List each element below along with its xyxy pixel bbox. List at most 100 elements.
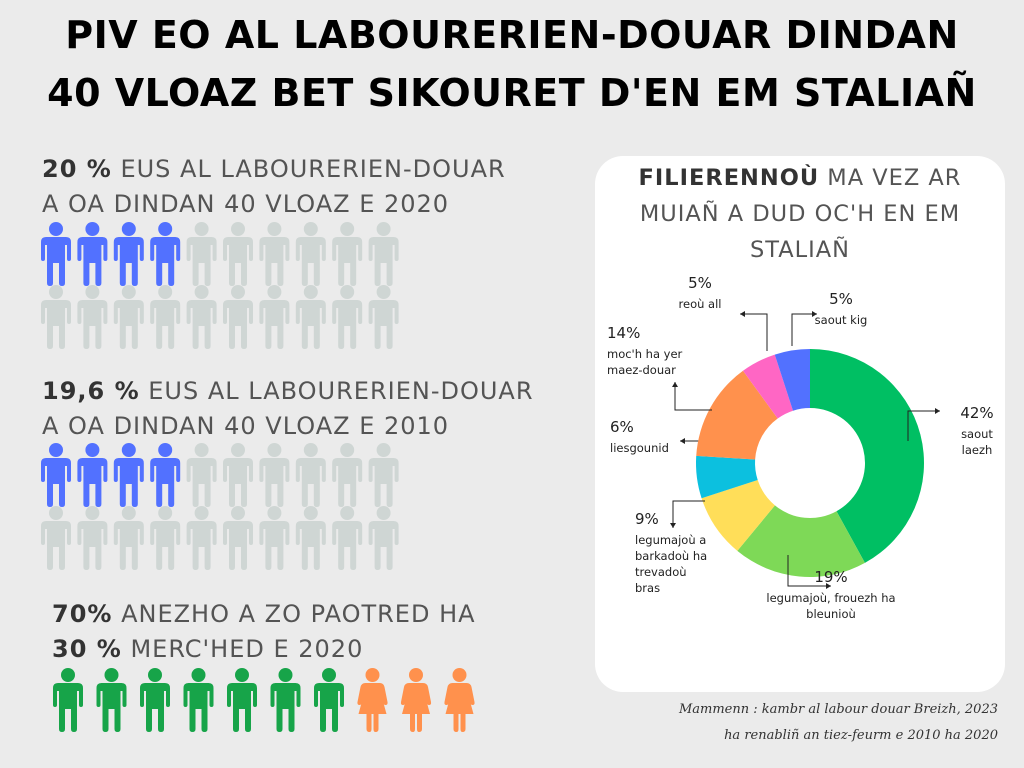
chart-title-line1: MA VEZ AR (819, 165, 962, 191)
stat-2020-person-icon (295, 222, 326, 286)
leader-line (740, 313, 768, 351)
gender-line2: MERC'HED E 2020 (121, 635, 364, 663)
stat-2020-text: 20 % EUS AL LABOURERIEN-DOUAR A OA DINDA… (42, 152, 506, 222)
slice-category-label: moc'h ha yer (607, 347, 683, 361)
stat-2010-person-icon (113, 506, 144, 570)
stat-2010-person-icon (259, 443, 290, 507)
stat-2010-percent: 19,6 % (42, 377, 140, 405)
slice-percent-label: 5% (829, 290, 853, 308)
stat-2020-person-icon (259, 285, 290, 349)
slice-percent-label: 42% (960, 404, 993, 422)
gender-men-percent: 70% (52, 600, 113, 628)
woman-icon (357, 668, 388, 732)
stat-2010-person-icon (150, 506, 181, 570)
stat-2020-person-icon (186, 222, 217, 286)
leader-arrow (740, 311, 745, 317)
stat-2010-text: 19,6 % EUS AL LABOURERIEN-DOUAR A OA DIN… (42, 374, 534, 444)
slice-category-label: bras (635, 581, 660, 595)
donut-slice (696, 370, 778, 460)
title-line-2: 40 VLOAZ BET SIKOURET D'EN EM STALIAÑ (47, 71, 977, 115)
stat-2020-person-icon (332, 222, 363, 286)
chart-title-bold: FILIERENNOÙ (638, 165, 820, 191)
stat-2010-person-icon (332, 506, 363, 570)
man-icon (183, 668, 214, 732)
donut-slice (774, 349, 810, 411)
stat-2010-line2: A OA DINDAN 40 VLOAZ E 2010 (42, 412, 450, 440)
slice-category-label: laezh (962, 443, 993, 457)
leader-arrow (812, 311, 817, 317)
stat-2020-line1: EUS AL LABOURERIEN-DOUAR (111, 155, 506, 183)
stat-2010-person-icon (41, 506, 71, 570)
source-note: Mammenn : kambr al labour douar Breizh, … (679, 697, 998, 749)
stat-2010-person-icon (77, 443, 108, 507)
stat-2020-person-icon (77, 222, 108, 286)
donut-slice (737, 505, 865, 577)
source-line-2: ha renabliñ an tiez-feurm e 2010 ha 2020 (724, 728, 998, 743)
stat-2020-person-icon (295, 285, 326, 349)
slice-percent-label: 14% (607, 324, 640, 342)
stat-2020-person-icon (113, 222, 144, 286)
stat-2010-person-icon (368, 506, 399, 570)
man-icon (96, 668, 127, 732)
chart-title: FILIERENNOÙ MA VEZ AR MUIAÑ A DUD OC'H E… (595, 160, 1005, 268)
man-icon (270, 668, 301, 732)
stat-2020-person-icon (223, 222, 253, 286)
gender-women-percent: 30 % (52, 635, 122, 663)
source-line-1: Mammenn : kambr al labour douar Breizh, … (678, 702, 998, 717)
title-line-1: PIV EO AL LABOURERIEN-DOUAR DINDAN (65, 13, 959, 57)
leader-line (907, 410, 940, 441)
woman-icon (400, 668, 432, 732)
stat-2010-person-icon (41, 443, 71, 507)
stat-2010-person-icon (77, 506, 108, 570)
slice-category-label: legumajoù, frouezh ha (766, 591, 895, 605)
pictogram-gender (53, 668, 475, 732)
slice-percent-label: 19% (814, 568, 847, 586)
stat-2020-person-icon (41, 222, 71, 286)
donut-slice (696, 455, 758, 499)
donut-slice (701, 479, 775, 551)
stat-2020-person-icon (259, 222, 290, 286)
stat-2020-person-icon (332, 285, 363, 349)
chart-title-line3: STALIAÑ (749, 237, 851, 263)
stat-2010-line1: EUS AL LABOURERIEN-DOUAR (139, 377, 534, 405)
slice-category-label: legumajoù a (635, 533, 706, 547)
gender-line1: ANEZHO A ZO PAOTRED HA (112, 600, 476, 628)
slice-percent-label: 5% (688, 274, 712, 292)
stat-2010-person-icon (368, 443, 399, 507)
leader-arrow (826, 583, 831, 589)
pictogram-2010 (41, 443, 399, 570)
man-icon (140, 668, 170, 732)
stat-2010-person-icon (150, 443, 181, 507)
slice-category-label: barkadoù ha (635, 549, 707, 563)
slice-category-label: bleunioù (806, 607, 856, 621)
slice-percent-label: 9% (635, 510, 659, 528)
leader-line (787, 555, 831, 587)
page-title: PIV EO AL LABOURERIEN-DOUAR DINDAN 40 VL… (0, 6, 1024, 122)
slice-category-label: saout (961, 427, 993, 441)
chart-title-line2: MUIAÑ A DUD OC'H EN EM (639, 201, 961, 227)
stat-2020-person-icon (77, 285, 108, 349)
stat-2020-line2: A OA DINDAN 40 VLOAZ E 2020 (42, 190, 450, 218)
stat-2020-percent: 20 % (42, 155, 112, 183)
stat-2010-person-icon (186, 443, 217, 507)
stat-2010-person-icon (295, 443, 326, 507)
donut-chart: 42% saout laezh 19% legumajoù, frouezh ha ble… (607, 274, 994, 621)
leader-line (791, 313, 817, 346)
stat-2010-person-icon (332, 443, 363, 507)
stat-2020-person-icon (113, 285, 144, 349)
stat-2010-person-icon (295, 506, 326, 570)
donut-slice (742, 354, 794, 419)
donut-slice (810, 349, 924, 563)
leader-arrow (680, 438, 685, 444)
leader-arrow (672, 382, 678, 387)
pictogram-2020 (41, 222, 399, 349)
stat-2020-person-icon (368, 285, 399, 349)
stat-2020-person-icon (150, 222, 181, 286)
woman-icon (444, 668, 475, 732)
gender-text: 70% ANEZHO A ZO PAOTRED HA 30 % MERC'HED… (52, 597, 476, 667)
stat-2020-person-icon (150, 285, 181, 349)
slice-percent-label: 6% (610, 418, 634, 436)
stat-2010-person-icon (223, 443, 253, 507)
leader-line (672, 500, 705, 528)
slice-category-label: trevadoù (635, 565, 687, 579)
